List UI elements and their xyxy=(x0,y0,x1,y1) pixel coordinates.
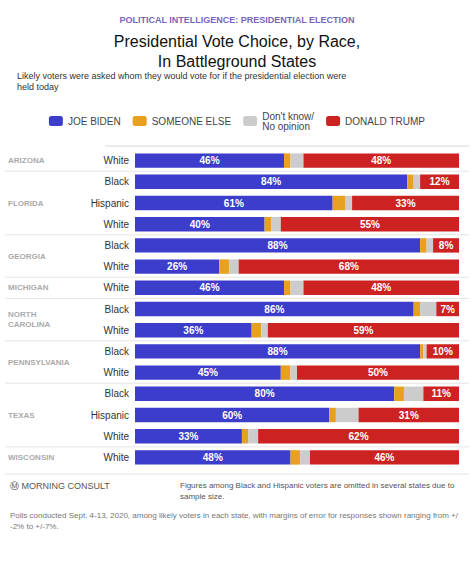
svg-text:46%: 46% xyxy=(200,282,220,293)
svg-text:In Battleground States: In Battleground States xyxy=(158,53,316,70)
svg-text:8%: 8% xyxy=(439,240,454,251)
svg-text:68%: 68% xyxy=(339,261,359,272)
svg-text:White: White xyxy=(103,367,129,378)
svg-text:55%: 55% xyxy=(360,219,380,230)
svg-text:45%: 45% xyxy=(198,367,218,378)
svg-text:11%: 11% xyxy=(431,388,451,399)
svg-text:Figures among Black and Hispan: Figures among Black and Hispanic voters … xyxy=(180,481,457,490)
svg-text:White: White xyxy=(103,452,129,463)
svg-text:DONALD TRUMP: DONALD TRUMP xyxy=(345,116,425,127)
svg-text:33%: 33% xyxy=(396,198,416,209)
svg-text:26%: 26% xyxy=(167,261,187,272)
svg-text:White: White xyxy=(103,261,129,272)
svg-text:-2% to +/-7%.: -2% to +/-7%. xyxy=(10,522,59,531)
svg-text:88%: 88% xyxy=(268,240,288,251)
svg-text:JOE BIDEN: JOE BIDEN xyxy=(68,116,121,127)
svg-text:Black: Black xyxy=(105,346,130,357)
svg-text:held today: held today xyxy=(17,82,59,92)
svg-text:12%: 12% xyxy=(430,176,450,187)
svg-text:White: White xyxy=(103,431,129,442)
svg-text:Black: Black xyxy=(105,240,130,251)
svg-text:SOMEONE ELSE: SOMEONE ELSE xyxy=(152,116,232,127)
svg-text:33%: 33% xyxy=(178,431,198,442)
svg-text:Don't know/: Don't know/ xyxy=(262,110,315,122)
svg-text:PENNSYLVANIA: PENNSYLVANIA xyxy=(8,358,70,367)
svg-text:TEXAS: TEXAS xyxy=(8,411,35,420)
svg-text:59%: 59% xyxy=(353,325,373,336)
svg-text:Presidential Vote Choice, by R: Presidential Vote Choice, by Race, xyxy=(114,33,360,50)
svg-text:Likely voters were asked whom: Likely voters were asked whom they would… xyxy=(17,71,349,81)
svg-text:84%: 84% xyxy=(261,176,281,187)
svg-text:White: White xyxy=(103,325,129,336)
svg-text:36%: 36% xyxy=(183,325,203,336)
svg-text:40%: 40% xyxy=(190,219,210,230)
svg-text:White: White xyxy=(103,219,129,230)
svg-text:Ⓜ MORNING CONSULT: Ⓜ MORNING CONSULT xyxy=(10,481,110,491)
svg-text:CAROLINA: CAROLINA xyxy=(8,320,50,329)
svg-text:Black: Black xyxy=(105,304,130,315)
svg-text:80%: 80% xyxy=(255,388,275,399)
svg-text:Hispanic: Hispanic xyxy=(91,198,129,209)
svg-text:61%: 61% xyxy=(224,198,244,209)
svg-text:NORTH: NORTH xyxy=(8,310,37,319)
svg-text:White: White xyxy=(103,282,129,293)
svg-text:Hispanic: Hispanic xyxy=(91,410,129,421)
svg-text:Black: Black xyxy=(105,388,130,399)
svg-text:48%: 48% xyxy=(371,155,391,166)
svg-text:46%: 46% xyxy=(200,155,220,166)
svg-text:46%: 46% xyxy=(374,452,394,463)
svg-text:No opinion: No opinion xyxy=(262,121,310,132)
svg-text:Polls conducted Sept. 4-13, 20: Polls conducted Sept. 4-13, 2020, among … xyxy=(10,511,459,520)
svg-text:MICHIGAN: MICHIGAN xyxy=(8,283,49,292)
svg-text:48%: 48% xyxy=(203,452,223,463)
svg-text:48%: 48% xyxy=(371,282,391,293)
svg-text:WISCONSIN: WISCONSIN xyxy=(8,453,54,462)
svg-text:50%: 50% xyxy=(368,367,388,378)
svg-text:POLITICAL INTELLIGENCE: PRESID: POLITICAL INTELLIGENCE: PRESIDENTIAL ELE… xyxy=(119,15,354,25)
svg-text:10%: 10% xyxy=(433,346,453,357)
svg-text:FLORIDA: FLORIDA xyxy=(8,199,44,208)
svg-text:31%: 31% xyxy=(399,410,419,421)
svg-text:Black: Black xyxy=(105,176,130,187)
svg-text:60%: 60% xyxy=(222,410,242,421)
svg-text:GEORGIA: GEORGIA xyxy=(8,252,46,261)
svg-text:62%: 62% xyxy=(349,431,369,442)
svg-text:88%: 88% xyxy=(268,346,288,357)
svg-text:White: White xyxy=(103,155,129,166)
svg-text:86%: 86% xyxy=(264,304,284,315)
svg-text:sample size.: sample size. xyxy=(180,492,224,501)
svg-text:ARIZONA: ARIZONA xyxy=(8,156,45,165)
svg-text:7%: 7% xyxy=(440,304,455,315)
